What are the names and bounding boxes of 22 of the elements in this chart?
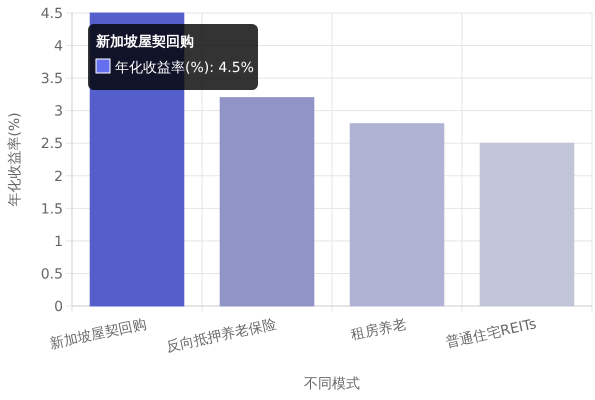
y-tick-label: 1.5 — [40, 201, 63, 218]
y-axis-title: 年化收益率(%) — [7, 112, 23, 207]
y-tick-label: 1 — [54, 234, 63, 250]
y-tick-label: 4.5 — [40, 6, 63, 22]
bar — [220, 97, 314, 306]
bar — [350, 123, 444, 306]
annotation: 年化收益率(%): 4.5% — [115, 60, 254, 76]
y-tick-label: 3.5 — [40, 71, 63, 88]
bar — [480, 142, 574, 306]
y-tick-label: 2.5 — [40, 136, 63, 152]
x-tick-label: 普通住宅REITs — [444, 315, 538, 352]
annotation: 新加坡屋契回购 — [95, 33, 194, 50]
x-tick-label: 反向抵押养老保险 — [164, 316, 278, 356]
tooltip: 新加坡屋契回购 年化收益率(%): 4.5% — [88, 24, 258, 90]
y-tick-label: 0.5 — [40, 266, 63, 282]
y-tick-label: 2 — [54, 168, 63, 185]
y-tick-label: 3 — [54, 104, 63, 120]
x-axis-title: 不同模式 — [304, 376, 360, 392]
y-tick-label: 4 — [54, 38, 64, 55]
y-tick-label: 0 — [54, 299, 63, 315]
x-tick-label: 租房养老 — [350, 316, 408, 344]
x-tick-label: 新加坡屋契回购 — [48, 316, 148, 352]
